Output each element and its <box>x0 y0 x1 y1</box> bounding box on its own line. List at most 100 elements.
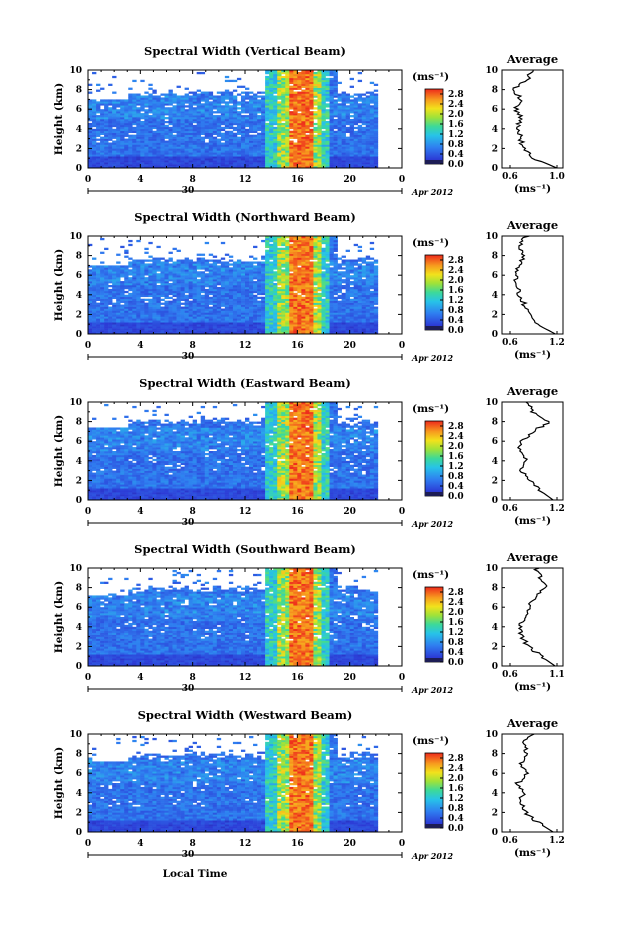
heatmap-cell <box>220 320 226 323</box>
heatmap-cell <box>313 152 318 155</box>
heatmap-cell <box>321 101 326 104</box>
heatmap-cell <box>156 142 161 145</box>
heatmap-cell <box>293 134 298 137</box>
heatmap-cell <box>309 83 314 86</box>
heatmap-cell <box>108 148 113 151</box>
avg-y-tick-label: 8 <box>492 86 498 96</box>
heatmap-cell <box>273 247 278 251</box>
heatmap-cell <box>289 148 294 151</box>
heatmap-cell <box>269 269 274 272</box>
heatmap-cell <box>152 279 157 282</box>
heatmap-cell <box>128 286 133 290</box>
heatmap-cell <box>184 259 189 262</box>
heatmap-cell <box>257 136 262 139</box>
heatmap-cell <box>265 253 270 256</box>
heatmap-cell <box>220 314 226 317</box>
heatmap-cell <box>273 160 278 163</box>
heatmap-cell <box>285 257 290 260</box>
heatmap-cell <box>204 132 210 135</box>
heatmap-cell <box>289 119 294 122</box>
heatmap-cell <box>92 304 97 307</box>
heatmap-cell <box>261 269 266 272</box>
heatmap-cell <box>172 144 177 147</box>
heatmap-cell <box>176 150 181 153</box>
heatmap-cell <box>228 93 234 96</box>
heatmap-cell <box>341 119 346 122</box>
heatmap-cell <box>245 115 250 118</box>
heatmap-cell <box>232 304 238 307</box>
heatmap-cell <box>337 81 342 85</box>
heatmap-cell <box>257 320 262 323</box>
heatmap-cell <box>100 320 105 323</box>
heatmap-cell <box>357 99 363 102</box>
heatmap-cell <box>216 322 222 325</box>
heatmap-cell <box>289 113 294 116</box>
heatmap-cell <box>297 294 302 298</box>
heatmap-cell <box>108 111 113 114</box>
colorbar-tick-label: 2.0 <box>448 110 464 120</box>
heatmap-cell <box>301 152 306 155</box>
heatmap-cell <box>124 308 129 311</box>
heatmap-cell <box>124 255 129 258</box>
heatmap-cell <box>176 283 181 286</box>
heatmap-cell <box>224 308 230 311</box>
heatmap-cell <box>156 245 161 249</box>
heatmap-cell <box>269 79 274 83</box>
heatmap-cell <box>301 164 306 167</box>
heatmap-cell <box>204 298 210 301</box>
heatmap-cell <box>176 304 181 307</box>
heatmap-cell <box>140 150 145 153</box>
heatmap-cell <box>281 81 286 85</box>
heatmap-cell <box>128 140 133 143</box>
heatmap-cell <box>297 130 302 134</box>
heatmap-cell <box>257 162 262 165</box>
heatmap-cell <box>305 126 310 130</box>
heatmap-cell <box>301 79 306 83</box>
heatmap-cell <box>212 158 218 161</box>
heatmap-cell <box>116 130 121 134</box>
heatmap-cell <box>273 308 278 311</box>
heatmap-cell <box>357 160 363 163</box>
heatmap-cell <box>164 261 169 264</box>
heatmap-cell <box>309 77 314 81</box>
heatmap-cell <box>148 294 153 298</box>
heatmap-cell <box>341 146 346 149</box>
heatmap-cell <box>148 132 153 135</box>
heatmap-cell <box>357 136 363 139</box>
heatmap-cell <box>265 255 270 258</box>
heatmap-cell <box>200 117 206 120</box>
heatmap-cell <box>204 281 210 284</box>
heatmap-cell <box>281 160 286 163</box>
heatmap-cell <box>120 296 125 300</box>
heatmap-cell <box>216 324 222 327</box>
heatmap-cell <box>132 328 137 331</box>
heatmap-cell <box>100 99 105 102</box>
heatmap-cell <box>164 283 169 286</box>
heatmap-cell <box>253 285 258 288</box>
heatmap-cell <box>132 332 137 335</box>
heatmap-cell <box>92 101 97 104</box>
heatmap-cell <box>369 117 375 120</box>
heatmap-cell <box>164 273 169 276</box>
heatmap-cell <box>305 144 310 147</box>
heatmap-cell <box>289 253 294 256</box>
heatmap-cell <box>365 166 371 169</box>
heatmap-cell <box>184 162 189 165</box>
heatmap-cell <box>245 328 250 331</box>
heatmap-cell <box>152 259 157 262</box>
heatmap-cell <box>293 241 298 245</box>
heatmap-cell <box>273 326 278 329</box>
heatmap-cell <box>265 124 270 128</box>
heatmap-cell <box>108 330 113 333</box>
heatmap-cell <box>269 237 274 241</box>
heatmap-cell <box>261 267 266 270</box>
heatmap-cell <box>269 322 274 325</box>
heatmap-cell <box>100 314 105 317</box>
heatmap-cell <box>329 85 334 88</box>
heatmap-cell <box>245 109 250 112</box>
heatmap-cell <box>144 302 149 305</box>
heatmap-cell <box>136 294 141 298</box>
heatmap-cell <box>128 115 133 118</box>
heatmap-cell <box>148 328 153 331</box>
heatmap-cell <box>196 286 202 290</box>
